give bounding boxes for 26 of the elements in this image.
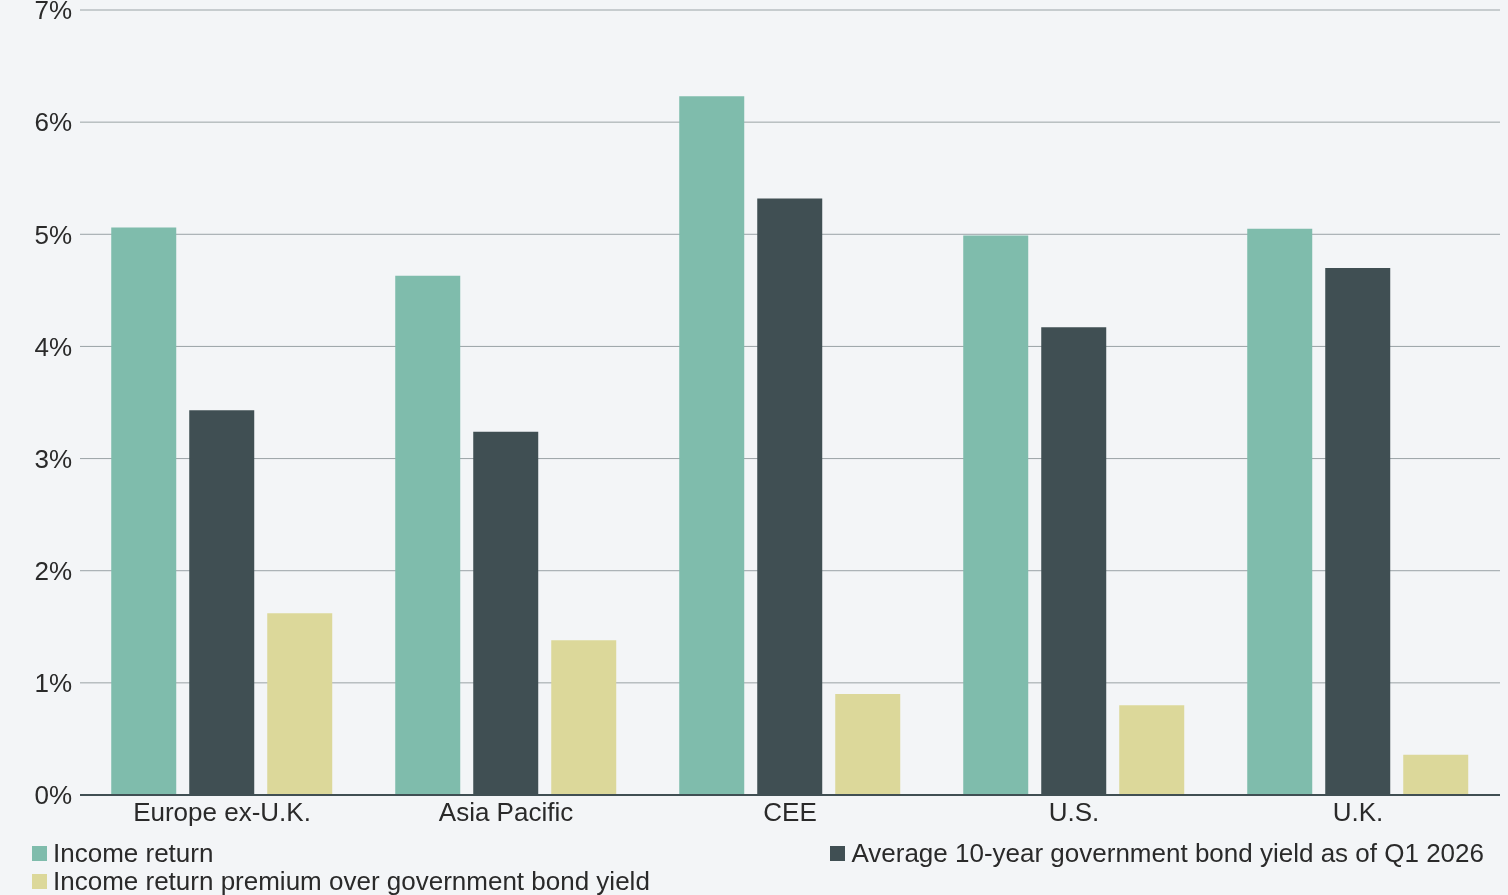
bar (1119, 705, 1185, 795)
bar (963, 235, 1029, 795)
y-tick-label: 0% (34, 780, 72, 811)
bar (395, 275, 461, 795)
y-tick-label: 1% (34, 668, 72, 699)
x-tick-label: Europe ex-U.K. (133, 797, 311, 828)
bar (111, 227, 177, 795)
bar (551, 640, 617, 795)
x-tick-label: U.S. (1048, 797, 1100, 828)
bar (267, 613, 333, 795)
bar (679, 96, 745, 795)
y-tick-label: 3% (34, 443, 72, 474)
legend-label: Income return (53, 838, 214, 868)
legend-label: Average 10-year government bond yield as of Q1 2026 (851, 838, 1484, 868)
x-tick-label: CEE (763, 797, 817, 828)
bar (835, 694, 901, 795)
x-tick-label: Asia Pacific (438, 797, 574, 828)
x-tick-label: U.K. (1332, 797, 1384, 828)
y-tick-label: 5% (34, 219, 72, 250)
legend-label: Income return premium over government bond yield (53, 866, 650, 895)
y-tick-label: 4% (34, 331, 72, 362)
y-tick-label: 6% (34, 107, 72, 138)
y-tick-label: 2% (34, 555, 72, 586)
y-tick-label: 7% (34, 0, 72, 26)
bar (1247, 228, 1313, 795)
bar (1403, 754, 1469, 795)
